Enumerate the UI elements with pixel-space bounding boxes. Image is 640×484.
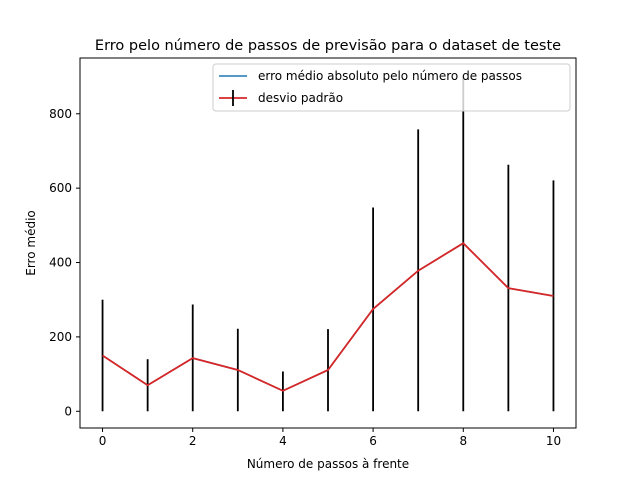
legend-box: [212, 63, 571, 112]
legend: erro médio absoluto pelo número de passo…: [212, 63, 571, 112]
series-line-std: [102, 242, 554, 392]
y-tick-label-0: 0: [64, 404, 72, 418]
y-axis-label: Erro médio: [24, 210, 38, 276]
y-tick-label-800: 800: [49, 107, 72, 121]
x-tick-label-6: 6: [369, 434, 377, 448]
x-tick-label-0: 0: [99, 434, 107, 448]
x-tick-label-8: 8: [459, 434, 467, 448]
x-tick-label-4: 4: [279, 434, 287, 448]
plot-frame: [79, 57, 577, 429]
y-tick-label-400: 400: [49, 256, 72, 270]
plot-marks: [101, 74, 555, 412]
x-axis-label: Número de passos à frente: [247, 457, 409, 471]
x-axis-ticks: 0 2 4 6 8 10: [99, 428, 561, 448]
y-axis-ticks: 0 200 400 600 800: [49, 107, 80, 418]
x-tick-label-2: 2: [189, 434, 197, 448]
legend-label-mae: erro médio absoluto pelo número de passo…: [258, 69, 522, 83]
legend-label-std: desvio padrão: [258, 91, 343, 105]
chart-title: Erro pelo número de passos de previsão p…: [95, 38, 561, 54]
y-tick-label-200: 200: [49, 330, 72, 344]
y-tick-label-600: 600: [49, 181, 72, 195]
x-tick-label-10: 10: [546, 434, 561, 448]
